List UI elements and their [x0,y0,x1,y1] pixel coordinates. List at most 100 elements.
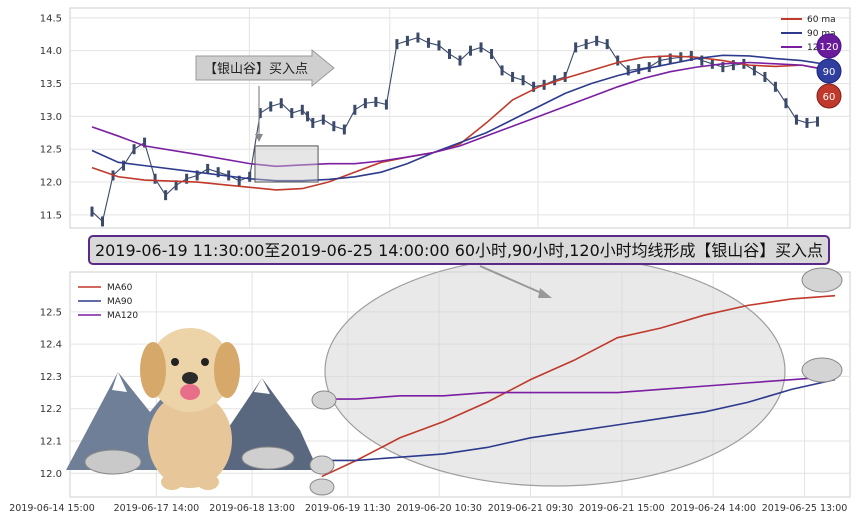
candle-mark [164,190,168,201]
candle-mark [353,104,357,115]
bottom-chart-panel: 12.0 12.1 12.2 12.3 12.4 12.5 2019-06-14 15:0… [9,255,851,514]
candle-mark [237,175,241,186]
legend-label-60ma: 60 ma [807,15,836,25]
silver-ingot-right [241,446,295,470]
chart-title: 2019-06-19 11:30:00至2019-06-25 14:00:00 … [95,241,823,260]
candle-mark [195,170,199,181]
candle-mark [668,53,672,64]
badge-120-circle [816,33,842,59]
candle-mark [342,124,346,135]
buy-point-annotation: 【银山谷】买入点 [195,48,335,183]
decoration-illustration [66,267,843,496]
candle-mark [563,71,567,82]
candle-mark [143,137,147,148]
ingot-marker-end-ma60 [801,267,843,293]
highlight-ellipse [324,255,786,487]
dog-head [148,328,232,412]
candle-mark [306,111,310,122]
bottom-x-tick-label: 2019-06-18 13:00 [209,503,295,514]
bottom-y-tick-label: 12.5 [40,307,62,318]
silver-ingot-left [84,449,142,475]
candle-mark [332,121,336,132]
banner-pointer-arrow [479,265,547,296]
legend-label-90ma: 90 ma [807,29,836,39]
candle-mark [500,65,504,76]
candle-mark [447,48,451,59]
annotation-label: 【银山谷】买入点 [204,62,308,77]
bottom-ma-lines [321,294,836,478]
bottom-x-tick-label: 2019-06-21 15:00 [579,503,665,514]
title-banner: 2019-06-19 11:30:00至2019-06-25 14:00:00 … [88,235,830,265]
badge-90-label: 90 [823,67,836,78]
legend-label-ma90: MA90 [107,297,133,307]
candle-mark [248,171,252,182]
candle-mark [626,65,630,76]
top-y-tick-label: 12.5 [40,145,62,156]
candle-mark [784,98,788,109]
banner-pointer-head [538,288,552,298]
bottom-y-tick-label: 12.3 [40,372,62,383]
ingot-marker-ma120 [311,390,337,410]
bottom-legend: MA60 MA90 MA120 [78,283,138,321]
candle-mark [437,40,441,51]
candle-mark [216,167,220,178]
top-y-tick-label: 14.5 [40,13,62,24]
candle-mark [479,42,483,53]
candle-mark [469,45,473,56]
top-y-tick-label: 14.0 [40,46,62,57]
candle-mark [805,117,809,128]
candle-mark [426,37,430,48]
candle-mark [258,108,262,119]
dog-ear-left [140,342,166,398]
candle-mark [90,206,94,217]
badge-60-circle [816,83,842,109]
dog-illustration [140,328,240,490]
bottom-y-ticks: 12.0 12.1 12.2 12.3 12.4 12.5 [40,307,62,479]
dog-paw-left [161,474,183,490]
dog-nose [182,372,198,384]
top-plot-frame [69,7,851,229]
candle-mark [101,216,105,227]
candle-mark [290,108,294,119]
bottom-x-tick-label: 2019-06-14 15:00 [9,503,95,514]
ingot-marker-end-ma120 [801,357,843,383]
bottom-y-tick-label: 12.0 [40,469,62,480]
top-y-tick-label: 11.5 [40,210,62,221]
candle-mark [763,71,767,82]
top-line-120-ma [91,61,823,168]
candle-mark [321,114,325,125]
candle-mark [700,55,704,66]
candle-mark [721,62,725,73]
candle-mark [689,50,693,61]
bottom-line-MA90 [321,378,836,462]
candle-mark [490,48,494,59]
bottom-line-MA60 [321,294,836,478]
badge-60-label: 60 [823,92,836,103]
top-y-tick-label: 13.5 [40,79,62,90]
candle-mark [384,99,388,110]
mountain-snow-right [254,378,270,394]
candle-mark [405,35,409,46]
mountain-snow-left [112,372,127,392]
ingot-marker-ma90 [309,455,335,475]
title-banner-box [88,235,830,265]
dog-ear-right [214,342,240,398]
top-y-ticks: 11.5 12.0 12.5 13.0 13.5 14.0 14.5 [40,13,62,221]
candle-mark [584,39,588,50]
annotation-arrow-box [195,48,335,88]
ingot-marker-ma60 [309,478,335,496]
candle-mark [616,55,620,66]
candle-mark [416,32,420,43]
bottom-line-MA120 [321,375,836,400]
annotation-pointer-head [255,134,263,142]
candle-mark [794,114,798,125]
top-y-tick-label: 13.0 [40,112,62,123]
top-line-90-ma [91,54,823,182]
candle-mark [300,104,304,115]
candle-mark [637,64,641,75]
bottom-x-ticks: 2019-06-14 15:00 2019-06-17 14:00 2019-06-… [9,503,847,514]
bottom-y-tick-label: 12.2 [40,404,62,415]
candle-mark [658,55,662,66]
dog-eye-left [171,358,179,366]
